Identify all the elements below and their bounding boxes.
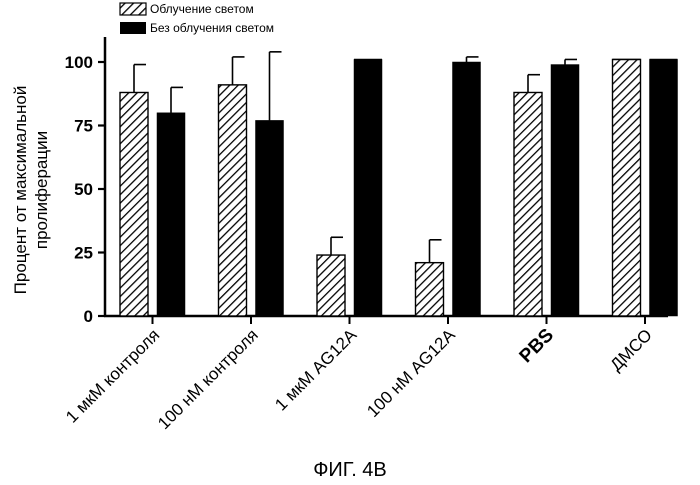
- y-tick-label: 0: [84, 307, 93, 326]
- legend-swatch-solid: [120, 22, 146, 34]
- y-tick-label: 75: [74, 117, 93, 136]
- legend-label-light: Облучение светом: [150, 2, 254, 16]
- bar-dark: [649, 59, 678, 317]
- bar-light: [611, 58, 642, 317]
- bar-light: [217, 84, 248, 317]
- y-tick-label: 100: [65, 53, 93, 72]
- y-axis-ticks: 0 25 50 75 100: [65, 53, 105, 326]
- legend-swatch-hatched: [119, 2, 147, 16]
- legend-label-dark: Без облучения светом: [150, 21, 274, 35]
- x-category-label: 1 мкМ контроля: [62, 325, 163, 426]
- legend: Облучение светом Без облучения светом: [119, 2, 274, 35]
- x-category-label: 1 мкМ AG12A: [271, 325, 361, 415]
- bar-light: [513, 91, 543, 317]
- y-axis-title-line-1: Процент от максимальной: [11, 86, 30, 295]
- bar-light: [316, 254, 346, 317]
- bar-light: [414, 261, 445, 317]
- bar-dark: [452, 61, 481, 317]
- bar-dark: [156, 112, 186, 317]
- bars: [119, 51, 678, 324]
- x-category-label: ДМСО: [606, 325, 655, 374]
- y-tick-label: 25: [74, 244, 93, 263]
- y-axis-title-line-2: пролиферации: [32, 131, 51, 249]
- x-category-label: 100 нМ контроля: [154, 325, 262, 433]
- figure-caption: ФИГ. 4В: [313, 459, 387, 481]
- bar-dark: [550, 64, 580, 317]
- x-category-label: 100 нМ AG12A: [363, 325, 459, 421]
- y-tick-label: 50: [74, 180, 93, 199]
- bar-light: [119, 91, 149, 317]
- bar-dark: [353, 59, 383, 317]
- x-category-label: PBS: [516, 325, 558, 367]
- y-axis-title: Процент от максимальной пролиферации: [11, 86, 51, 295]
- bar-dark: [255, 120, 284, 317]
